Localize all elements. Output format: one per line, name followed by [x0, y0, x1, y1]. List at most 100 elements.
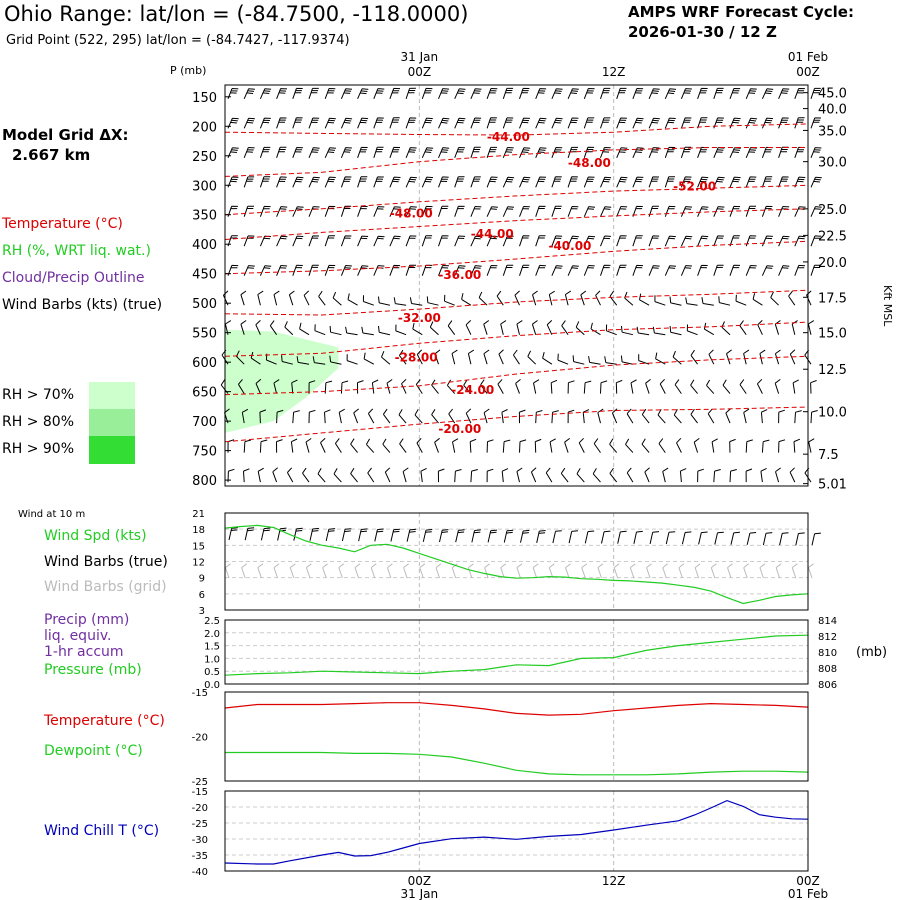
- wind-barb: [276, 265, 288, 276]
- wind-barb: [324, 88, 336, 99]
- wind-barb: [243, 117, 255, 129]
- wind-barb: [774, 349, 781, 365]
- wind-barb: [794, 235, 806, 247]
- wind-barb: [237, 379, 245, 394]
- wind-barb: [564, 437, 570, 453]
- wind-barb: [588, 356, 601, 365]
- wind-barb: [329, 355, 342, 365]
- wind-barb: [794, 146, 805, 158]
- wind-barb: [810, 117, 822, 129]
- wind-barb: [519, 147, 531, 158]
- wind-barb-true: [633, 530, 643, 544]
- wind-barb-true: [260, 527, 271, 541]
- wind-barb: [486, 88, 498, 99]
- legend-wind-barbs-true: Wind Barbs (true): [44, 554, 168, 570]
- top-time-label: 12Z: [602, 65, 626, 79]
- wind-barb: [778, 176, 789, 188]
- wind-barb: [664, 88, 677, 99]
- wind-barb: [810, 147, 822, 158]
- wind-barb: [774, 378, 781, 394]
- wind-barb-grid: [548, 563, 555, 579]
- wind-barb: [519, 206, 530, 217]
- wind-barb: [735, 294, 747, 306]
- wind-barb: [535, 264, 546, 276]
- isotherm-label: -52.00: [673, 179, 716, 193]
- wind-barb: [288, 290, 295, 306]
- height-tick-label: 12.5: [818, 363, 847, 378]
- wind-barb: [600, 117, 611, 129]
- wind-barb: [593, 438, 601, 453]
- wind-barb: [516, 467, 523, 483]
- wind-barb: [373, 88, 385, 99]
- wind-barb: [429, 321, 439, 336]
- wind-barb: [759, 349, 766, 365]
- wind-barb-grid: [289, 563, 296, 579]
- wind-barb: [518, 409, 526, 424]
- wind-barb: [405, 87, 416, 99]
- wind-barb-true: [422, 529, 433, 542]
- wind-barb: [551, 88, 563, 99]
- wind-barb-grid: [743, 563, 750, 579]
- wind-barb: [276, 176, 287, 188]
- wind-barb: [243, 265, 255, 276]
- pressure-tick-label-right: 810: [818, 648, 837, 659]
- wind-barb: [810, 235, 822, 247]
- wind-barb: [810, 206, 822, 217]
- wind-barb: [729, 438, 736, 453]
- wind-barb-grid: [224, 563, 231, 579]
- wind-barb: [402, 467, 409, 483]
- wind-barb-true: [439, 529, 449, 543]
- wind-barb: [284, 321, 294, 336]
- wind-barb: [378, 325, 391, 336]
- windchill-tick-label: -35: [192, 851, 208, 862]
- wind-barb: [438, 205, 449, 217]
- wind-barb: [324, 380, 333, 394]
- wind-barb: [711, 438, 718, 453]
- rh80-swatch: [89, 409, 135, 436]
- wind-barb: [648, 205, 659, 217]
- isotherm-label: -36.00: [438, 268, 481, 282]
- pressure-tick-label: 800: [192, 474, 217, 489]
- wind-barb: [357, 265, 369, 276]
- wind-barb: [531, 320, 538, 335]
- wind-barb-true: [779, 532, 789, 546]
- wind-barb: [745, 147, 757, 158]
- wind-barb-true: [762, 532, 773, 546]
- pressure-tick-label-right: 808: [818, 664, 837, 675]
- wind-barb: [437, 468, 445, 483]
- wind-panel-frame: [224, 512, 809, 611]
- wind-barb: [276, 235, 288, 247]
- wind-barb-grid: [629, 563, 636, 579]
- wind-barb: [625, 438, 634, 453]
- wind-barb: [519, 264, 530, 276]
- wind-barb: [312, 356, 326, 365]
- wind-barb: [292, 87, 303, 99]
- wind-barb: [308, 117, 320, 129]
- wind-barb: [600, 380, 608, 394]
- wind-barb: [363, 352, 375, 365]
- legend-rh90: RH > 90%: [2, 441, 75, 457]
- wind-barb: [324, 117, 336, 129]
- wind-barb: [761, 176, 773, 188]
- wind-barb: [398, 349, 407, 365]
- wind-barb: [470, 265, 482, 276]
- height-tick-label: 7.5: [818, 448, 839, 463]
- wind-barb: [761, 146, 773, 158]
- wind-barb: [438, 88, 450, 99]
- wind-barb: [483, 349, 490, 365]
- wind-barb: [259, 409, 267, 424]
- wind-barb: [243, 439, 252, 453]
- wind-barb: [616, 235, 627, 247]
- wind-barb: [500, 320, 507, 335]
- wind-barb: [680, 117, 692, 129]
- legend-wind-barbs-grid: Wind Barbs (grid): [44, 579, 167, 595]
- isotherm-label: -32.00: [398, 311, 441, 325]
- wind-barb: [373, 176, 384, 188]
- wind-barb: [551, 176, 562, 188]
- wind-barb: [580, 290, 587, 306]
- windchill-tick-label: -25: [192, 819, 208, 830]
- wind-barb: [243, 205, 254, 217]
- wind-barb: [334, 438, 342, 453]
- wind-barb: [600, 235, 611, 247]
